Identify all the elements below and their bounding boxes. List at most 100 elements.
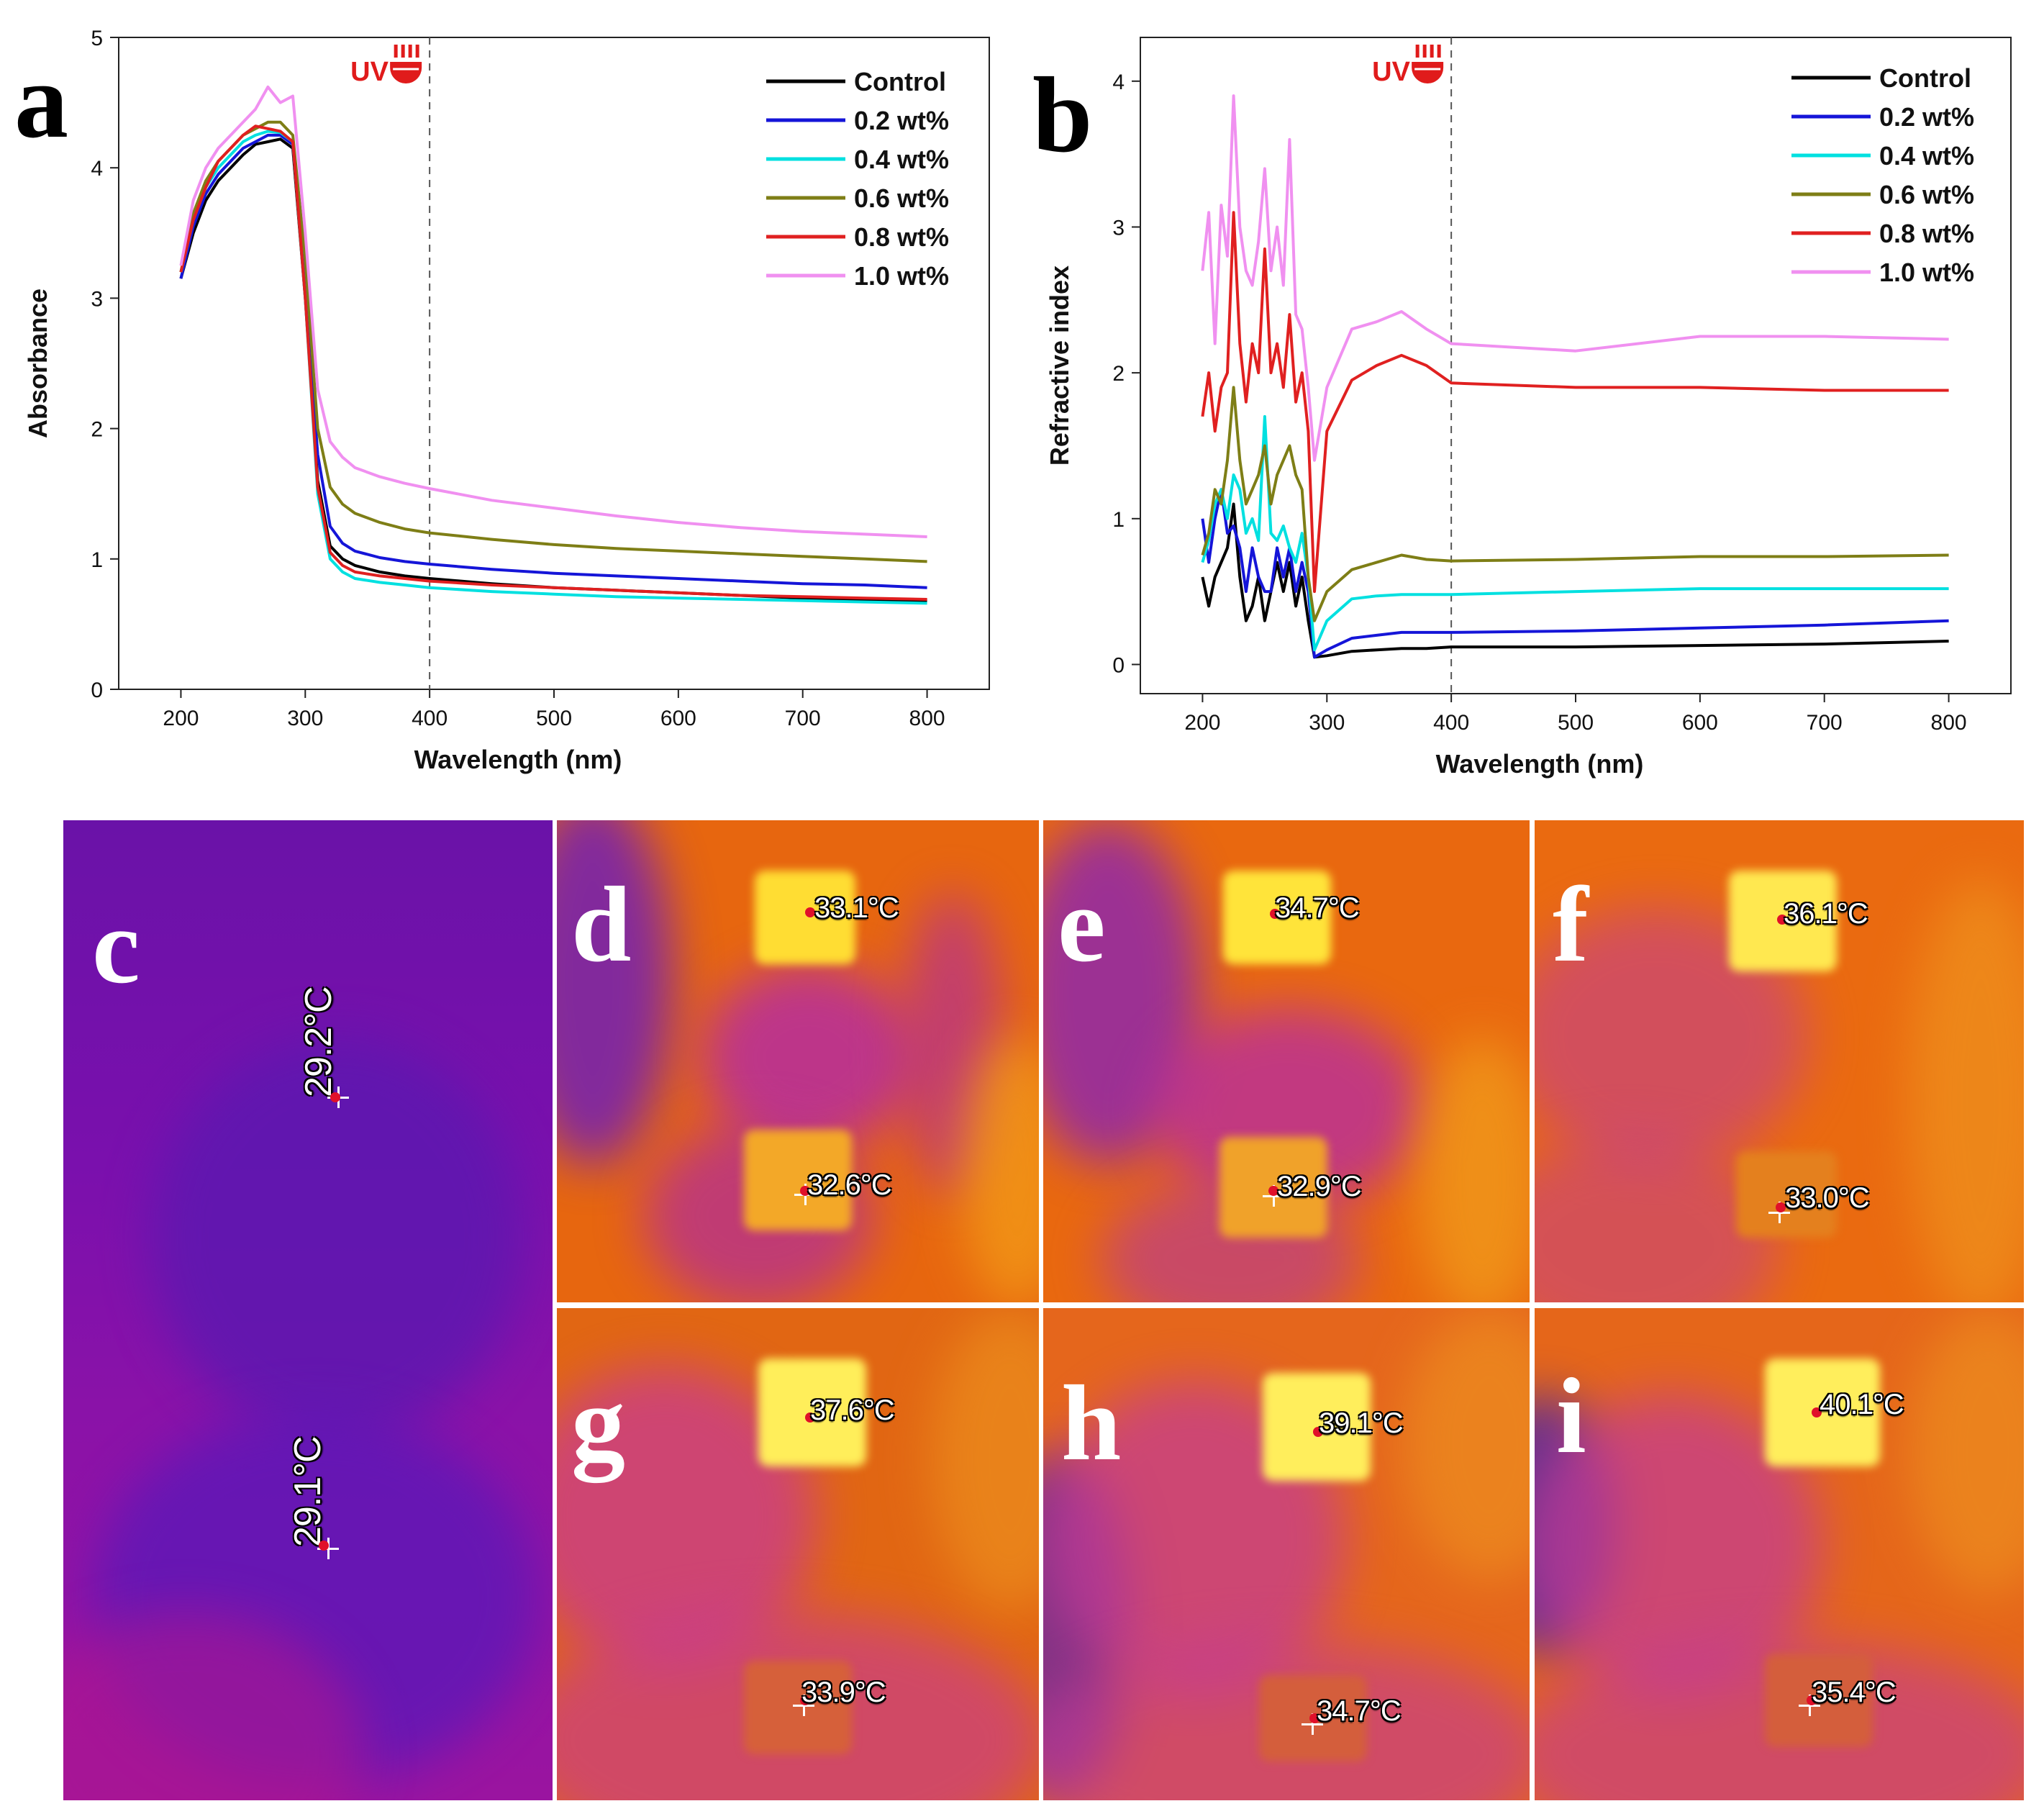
thermal-image-c: c 29.2°C 29.1°C xyxy=(63,820,553,1800)
marker-dot xyxy=(1812,1407,1822,1417)
panel-letter-d: d xyxy=(571,865,632,984)
thermal-image-d: d 33.1°C 32.6°C xyxy=(557,820,1039,1302)
marker-dot xyxy=(1268,1186,1278,1196)
y-tick-label: 2 xyxy=(1112,362,1125,386)
marker-dot xyxy=(319,1541,329,1551)
x-tick-label: 600 xyxy=(660,707,696,730)
crosshair-icon xyxy=(1302,1713,1323,1735)
marker-dot xyxy=(1270,909,1280,919)
thermal-image-e: e 34.7°C 32.9°C xyxy=(1043,820,1530,1302)
uv-label: UV xyxy=(1372,57,1410,87)
x-axis-title: Wavelength (nm) xyxy=(1436,749,1644,779)
panel-letter-g: g xyxy=(571,1364,625,1483)
y-tick-label: 0 xyxy=(91,679,103,702)
marker-dot xyxy=(1313,1427,1323,1437)
y-tick-label: 4 xyxy=(91,157,103,181)
marker-dot xyxy=(330,1092,340,1102)
temperature-reading-g-top: 37.6°C xyxy=(810,1394,895,1426)
uv-lamp-icon xyxy=(1412,45,1444,83)
x-tick-label: 200 xyxy=(163,707,199,730)
y-tick-label: 1 xyxy=(1112,508,1125,532)
thermal-image-i: i 40.1°C 35.4°C xyxy=(1535,1308,2024,1800)
x-tick-label: 200 xyxy=(1184,711,1220,735)
legend-label: 0.4 wt% xyxy=(1879,141,1974,171)
marker-dot xyxy=(1777,915,1787,925)
panel-letter-c: c xyxy=(92,886,140,1006)
temperature-reading-i-top: 40.1°C xyxy=(1820,1389,1904,1420)
marker-dot xyxy=(1309,1713,1319,1723)
marker-dot xyxy=(1776,1202,1786,1212)
series-line-2 xyxy=(179,130,927,605)
series-line-4 xyxy=(179,124,927,601)
x-tick-label: 500 xyxy=(1558,711,1594,735)
temperature-reading-e-top: 34.7°C xyxy=(1275,892,1360,924)
thermal-image-h: h 39.1°C 34.7°C xyxy=(1043,1308,1530,1800)
legend-label: 1.0 wt% xyxy=(854,261,949,291)
x-tick-label: 300 xyxy=(1309,711,1345,735)
y-tick-label: 0 xyxy=(1112,653,1125,677)
legend-label: 0.2 wt% xyxy=(854,106,949,135)
temperature-reading-d-bottom: 32.6°C xyxy=(807,1169,892,1201)
x-tick-label: 300 xyxy=(287,707,323,730)
legend-label: 0.6 wt% xyxy=(1879,180,1974,209)
crosshair-icon xyxy=(317,1538,339,1559)
panel-letter-i: i xyxy=(1556,1356,1586,1476)
uv-lamp-body xyxy=(1412,62,1444,83)
y-tick-label: 5 xyxy=(91,27,103,50)
x-tick-label: 700 xyxy=(785,707,821,730)
series-line-5 xyxy=(179,85,927,538)
temperature-reading-e-bottom: 32.9°C xyxy=(1277,1171,1362,1202)
x-tick-label: 800 xyxy=(1931,711,1967,735)
legend-label: 0.8 wt% xyxy=(1879,219,1974,248)
legend-label: 0.6 wt% xyxy=(854,183,949,213)
temperature-reading-i-bottom: 35.4°C xyxy=(1812,1677,1897,1708)
marker-dot xyxy=(800,1186,810,1196)
panel-letter-a: a xyxy=(14,41,68,160)
thermal-image-f: f 36.1°C 33.0°C xyxy=(1535,820,2024,1302)
marker-dot xyxy=(1807,1695,1817,1705)
panel-letter-b: b xyxy=(1032,55,1092,175)
series-line-2 xyxy=(1201,414,1949,652)
temperature-reading-h-bottom: 34.7°C xyxy=(1317,1695,1402,1727)
x-tick-label: 800 xyxy=(909,707,945,730)
marker-dot xyxy=(805,907,815,917)
temperature-reading-f-bottom: 33.0°C xyxy=(1785,1182,1870,1214)
y-tick-label: 1 xyxy=(91,548,103,572)
x-axis-title: Wavelength (nm) xyxy=(414,745,622,774)
marker-dot xyxy=(805,1412,815,1423)
x-tick-label: 400 xyxy=(1433,711,1469,735)
crosshair-icon xyxy=(793,1695,814,1716)
legend-label: 1.0 wt% xyxy=(1879,258,1974,287)
panel-letter-h: h xyxy=(1061,1364,1122,1483)
crosshair-icon xyxy=(1799,1695,1820,1716)
temperature-reading-h-top: 39.1°C xyxy=(1319,1407,1404,1439)
temperature-reading-d-top: 33.1°C xyxy=(814,892,899,924)
series-line-4 xyxy=(1201,211,1949,594)
y-tick-label: 3 xyxy=(1112,216,1125,240)
y-tick-label: 3 xyxy=(91,287,103,311)
legend-label: 0.4 wt% xyxy=(854,145,949,174)
uv-label: UV xyxy=(350,57,389,87)
series-line-5 xyxy=(1201,94,1949,462)
absorbance-chart: a 200 300 400 500 600 700 800 0 1 2 3 4 5 Wavelength (… xyxy=(14,27,990,774)
temperature-reading-f-top: 36.1°C xyxy=(1784,898,1868,930)
x-tick-label: 400 xyxy=(412,707,448,730)
temperature-reading-g-bottom: 33.9°C xyxy=(801,1677,886,1708)
series-line-1 xyxy=(179,133,927,589)
panel-letter-f: f xyxy=(1553,865,1589,984)
crosshair-icon xyxy=(1263,1185,1284,1207)
x-tick-label: 500 xyxy=(536,707,572,730)
thermal-image-g: g 37.6°C 33.9°C xyxy=(557,1308,1039,1800)
refractive-index-chart: b 200 300 400 500 600 700 800 0 1 2 3 4 Wavelength (n… xyxy=(1032,37,2012,779)
marker-dot xyxy=(800,1695,810,1705)
y-axis-title: Refractive index xyxy=(1045,266,1074,466)
y-axis-title: Absorbance xyxy=(23,289,53,438)
uv-lamp-icon xyxy=(390,45,422,83)
y-tick-label: 4 xyxy=(1112,71,1125,94)
legend-label: 0.8 wt% xyxy=(854,222,949,252)
y-tick-label: 2 xyxy=(91,418,103,442)
legend-label: Control xyxy=(854,67,946,96)
uv-lamp-body xyxy=(390,62,422,83)
temperature-reading-c-bottom: 29.1°C xyxy=(287,1436,329,1547)
series-line-3 xyxy=(1201,386,1949,622)
